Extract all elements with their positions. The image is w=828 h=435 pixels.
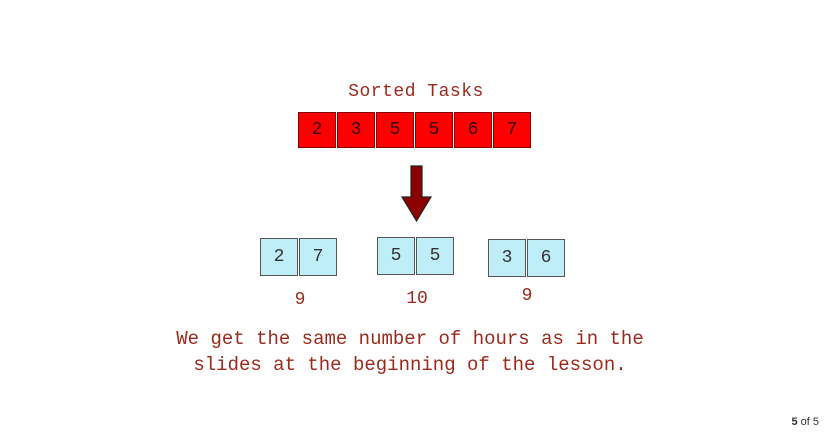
- diagram-title: Sorted Tasks: [348, 82, 484, 102]
- sorted-task-cell: 6: [454, 112, 492, 148]
- group-task-cell: 5: [416, 237, 454, 275]
- task-group-2: 5 5: [377, 237, 455, 275]
- page-counter: 5 of 5: [791, 416, 819, 428]
- group-task-cell: 7: [299, 238, 337, 276]
- sorted-task-cell: 7: [493, 112, 531, 148]
- total-pages: 5: [812, 416, 819, 428]
- group-sum-3: 9: [521, 286, 533, 306]
- page-separator: of: [800, 416, 810, 428]
- group-sum-2: 10: [406, 289, 428, 309]
- group-task-cell: 5: [377, 237, 415, 275]
- group-task-cell: 3: [488, 239, 526, 277]
- current-page: 5: [791, 416, 798, 428]
- sorted-task-cell: 5: [376, 112, 414, 148]
- task-group-3: 3 6: [488, 239, 566, 277]
- sorted-task-cell: 3: [337, 112, 375, 148]
- down-arrow-icon: [400, 165, 433, 223]
- task-group-1: 2 7: [260, 238, 338, 276]
- sorted-task-cell: 2: [298, 112, 336, 148]
- group-task-cell: 2: [260, 238, 298, 276]
- sorted-tasks-row: 2 3 5 5 6 7: [298, 112, 532, 148]
- group-task-cell: 6: [527, 239, 565, 277]
- group-sum-1: 9: [294, 290, 306, 310]
- sorted-task-cell: 5: [415, 112, 453, 148]
- explanation-caption: We get the same number of hours as in th…: [176, 328, 644, 376]
